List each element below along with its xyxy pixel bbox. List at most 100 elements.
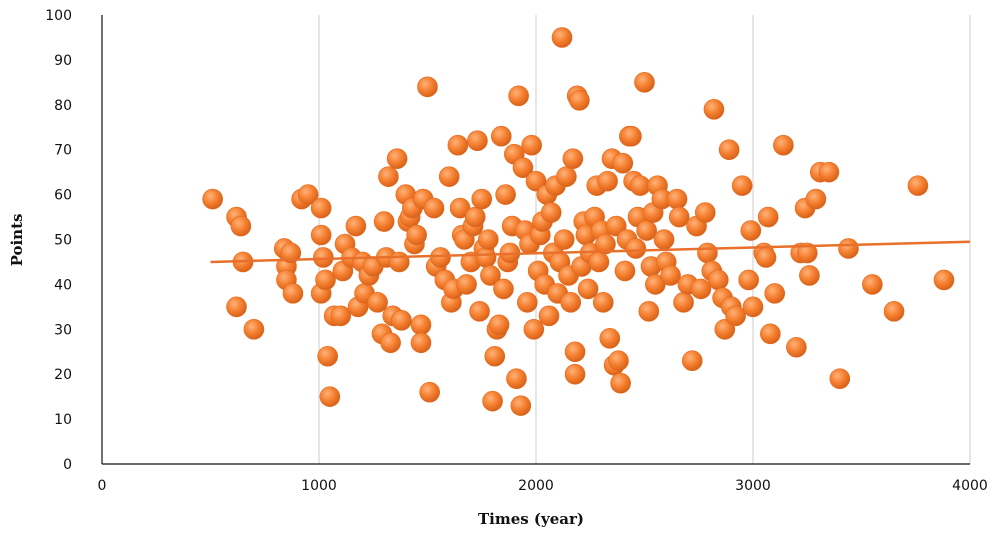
x-tick-label: 2000	[518, 478, 554, 494]
data-point	[610, 372, 631, 394]
data-point	[725, 305, 746, 327]
data-point	[477, 229, 499, 250]
data-point	[764, 283, 786, 304]
tick-labels: 0 1000 2000 3000 4000 0 10 20 30 40 50 60 70 80 90 100	[45, 8, 988, 494]
data-point	[668, 206, 690, 228]
y-tick-label: 70	[54, 143, 72, 159]
data-point	[495, 184, 516, 205]
data-point	[482, 390, 503, 412]
data-point	[883, 301, 905, 322]
data-point	[315, 269, 336, 291]
data-point	[464, 206, 486, 228]
data-point	[760, 323, 781, 345]
axes	[101, 15, 970, 465]
y-tick-label: 100	[45, 8, 72, 24]
y-tick-label: 20	[54, 367, 72, 383]
data-point	[282, 283, 304, 304]
data-point	[538, 305, 560, 327]
data-point	[755, 247, 777, 268]
data-point	[660, 265, 681, 286]
data-point	[438, 166, 460, 187]
data-point	[469, 301, 490, 322]
data-point	[417, 76, 438, 98]
data-point	[380, 332, 401, 354]
data-point	[391, 310, 412, 331]
x-tick-label: 4000	[952, 478, 988, 494]
data-point	[406, 224, 427, 246]
data-point	[673, 292, 694, 313]
data-point	[588, 251, 610, 273]
data-point	[471, 188, 493, 210]
data-point	[280, 242, 302, 264]
data-point	[773, 134, 794, 156]
data-point	[818, 161, 840, 183]
y-tick-label: 60	[54, 188, 72, 204]
data-point	[653, 229, 675, 250]
data-point	[681, 350, 703, 372]
data-point	[829, 368, 851, 389]
data-point	[597, 170, 618, 192]
data-point	[740, 220, 762, 241]
data-point	[862, 274, 883, 295]
data-point	[625, 238, 647, 259]
data-point	[517, 292, 538, 313]
data-point	[551, 27, 573, 48]
data-point	[838, 238, 859, 259]
data-point	[512, 157, 534, 178]
data-point	[488, 314, 510, 336]
data-point	[564, 341, 586, 363]
data-point	[480, 265, 501, 286]
data-point	[562, 148, 584, 169]
data-point	[805, 188, 827, 210]
data-point	[694, 202, 716, 223]
data-point	[373, 211, 395, 232]
data-point	[378, 166, 399, 187]
data-point	[243, 318, 265, 340]
data-point	[738, 269, 759, 291]
data-point	[202, 188, 223, 210]
data-point	[592, 292, 614, 313]
y-axis-title: Points	[8, 214, 26, 267]
data-point	[742, 296, 764, 318]
data-point	[799, 265, 820, 286]
data-point	[310, 224, 332, 246]
data-point	[636, 220, 657, 241]
data-point	[718, 139, 740, 160]
data-point	[638, 301, 660, 322]
data-point	[456, 274, 477, 295]
data-point	[447, 134, 469, 156]
data-point	[564, 363, 586, 385]
data-point	[484, 345, 506, 367]
data-point	[523, 318, 545, 340]
y-tick-label: 50	[54, 233, 72, 249]
data-point	[506, 368, 527, 389]
y-tick-label: 30	[54, 322, 72, 338]
trend-line	[210, 240, 971, 264]
data-point	[614, 260, 636, 282]
data-point	[731, 175, 753, 196]
data-point	[608, 350, 629, 372]
data-point	[310, 197, 332, 219]
x-axis-title: Times (year)	[478, 510, 584, 528]
data-point	[367, 292, 388, 313]
data-point	[423, 197, 445, 219]
data-point	[493, 278, 514, 300]
data-point	[933, 269, 955, 291]
data-point	[629, 175, 651, 196]
data-point	[386, 148, 408, 169]
data-point	[645, 274, 666, 295]
y-tick-label: 10	[54, 412, 72, 428]
data-point	[697, 242, 718, 264]
y-tick-label: 0	[63, 457, 72, 473]
data-point	[330, 305, 352, 327]
data-point	[449, 197, 471, 219]
data-point	[319, 386, 341, 407]
data-point	[634, 72, 655, 93]
data-point	[490, 125, 512, 147]
data-point	[907, 175, 929, 196]
data-point	[560, 292, 582, 313]
y-tick-label: 40	[54, 277, 72, 293]
y-tick-label: 80	[54, 98, 72, 114]
data-point	[510, 395, 532, 416]
data-point	[410, 314, 432, 336]
